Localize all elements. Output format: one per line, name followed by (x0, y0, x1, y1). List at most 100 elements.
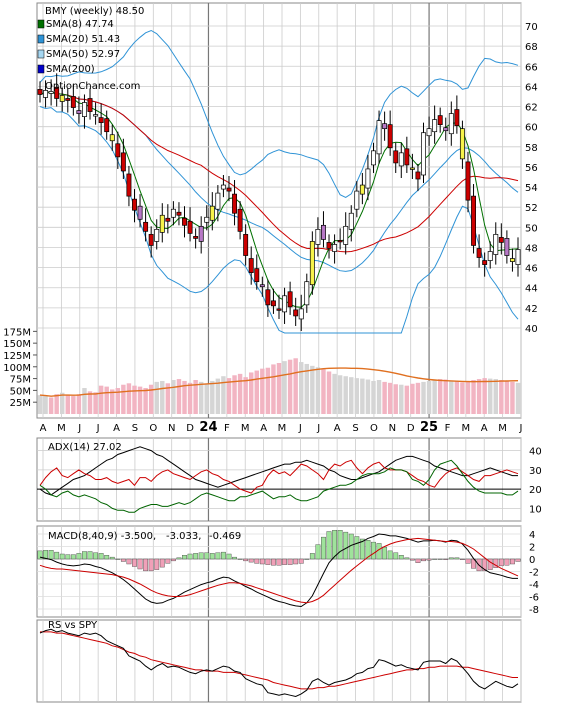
volume-bar (387, 382, 393, 414)
volume-bar (260, 368, 265, 414)
candle-body (471, 195, 476, 246)
volume-bar (432, 380, 437, 414)
volume-bar (71, 396, 76, 414)
macd-histogram-bar (82, 551, 87, 560)
candle-body (482, 260, 488, 265)
volume-bar (310, 365, 315, 414)
candle-body (37, 89, 43, 95)
volume-bar (76, 394, 82, 414)
volume-bar (198, 381, 204, 414)
volume-bar (87, 391, 93, 414)
volume-bar (476, 379, 482, 414)
candle-body (176, 211, 182, 216)
month-tick-label: J (96, 423, 100, 434)
volume-bar (415, 382, 421, 414)
price-tick-label: 62 (525, 103, 538, 114)
macd-histogram-bar (387, 550, 393, 560)
candle-body (393, 150, 399, 164)
price-tick-label: 66 (525, 62, 538, 73)
macd-histogram-bar (148, 558, 154, 572)
month-tick-label: A (334, 423, 341, 434)
volume-bar (376, 380, 382, 414)
candle-body (220, 184, 226, 190)
macd-histogram-bar (215, 552, 221, 560)
volume-bar (93, 392, 98, 414)
month-tick-label: S (132, 423, 138, 434)
macd-tick-label: -8 (529, 605, 539, 616)
macd-histogram-bar (304, 558, 310, 560)
volume-bar (287, 359, 293, 414)
rs-series-line (39, 628, 519, 698)
adx-series-line (39, 446, 518, 496)
volume-bar (360, 378, 365, 414)
volume-bar (276, 363, 282, 414)
legend-swatch (37, 64, 45, 74)
candle-body (232, 193, 237, 214)
candle-body (504, 238, 510, 256)
macd-histogram-bar (154, 558, 160, 570)
candle-body (154, 228, 160, 242)
volume-bar (126, 383, 132, 414)
price-tick-label: 40 (525, 324, 538, 335)
volume-bar (137, 386, 143, 414)
macd-histogram-bar (65, 554, 71, 560)
month-tick-label: F (445, 423, 451, 434)
legend-label: SMA(8) 47.74 (46, 19, 114, 30)
month-tick-label: J (316, 423, 320, 434)
candle-body (187, 220, 193, 234)
adx-tick-label: 20 (529, 485, 542, 496)
macd-histogram-bar (443, 558, 449, 560)
candle-body (170, 208, 176, 218)
month-tick-label: A (481, 423, 488, 434)
price-tick-label: 58 (525, 143, 538, 154)
volume-bar (299, 362, 304, 414)
legend-swatch (37, 19, 45, 29)
macd-histogram-bar (493, 558, 499, 568)
legend-label: SMA(50) 52.97 (46, 49, 120, 60)
macd-histogram-bar (243, 558, 249, 562)
macd-histogram-bar (115, 558, 121, 560)
macd-histogram-bar (393, 552, 399, 560)
candle-body (426, 128, 432, 137)
candle-body (265, 289, 271, 306)
macd-histogram-bar (321, 536, 326, 560)
volume-bar (121, 384, 126, 414)
volume-bar (371, 380, 376, 414)
candle-body (382, 123, 388, 130)
volume-bar (382, 381, 387, 414)
macd-histogram-bar (398, 555, 404, 560)
month-tick-label: S (352, 423, 358, 434)
month-tick-label: D (186, 423, 194, 434)
macd-histogram-bar (359, 538, 365, 560)
volume-bar (98, 385, 104, 414)
candle-body (59, 95, 65, 102)
volume-bar (204, 383, 209, 414)
month-tick-label: A (260, 423, 267, 434)
macd-histogram-bar (465, 558, 471, 564)
bollinger-upper-line (39, 29, 519, 198)
candle-body (93, 114, 99, 117)
candle-body (415, 171, 421, 180)
candle-body (337, 240, 343, 243)
volume-bar (104, 386, 109, 414)
candle-body (215, 192, 221, 210)
candle-body (98, 117, 104, 123)
month-tick-label: M (462, 423, 471, 434)
adx-title: ADX(14) 27.02 (48, 442, 122, 453)
month-tick-label: A (113, 423, 120, 434)
macd-tick-label: -6 (529, 593, 539, 604)
macd-tick-label: 2 (529, 543, 535, 554)
macd-histogram-bar (198, 552, 204, 560)
bollinger-lower-line (39, 106, 519, 334)
macd-histogram-bar (504, 558, 510, 566)
volume-bar (293, 358, 298, 414)
candle-body (487, 251, 493, 261)
macd-tick-label: 4 (529, 530, 535, 541)
macd-histogram-bar (226, 553, 232, 560)
macd-histogram-bar (437, 558, 443, 560)
month-tick-label: M (498, 423, 507, 434)
macd-histogram-bar (220, 551, 226, 560)
month-tick-label: M (241, 423, 250, 434)
volume-bar (426, 380, 432, 414)
month-tick-label: D (407, 423, 415, 434)
